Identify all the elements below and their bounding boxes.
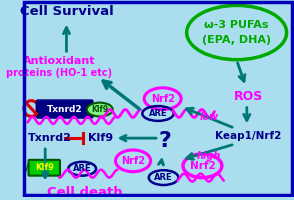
Text: ROS: ROS (234, 90, 263, 103)
Text: ?: ? (159, 131, 172, 151)
Text: Nrf2: Nrf2 (190, 161, 215, 171)
Text: Cell death: Cell death (47, 186, 123, 199)
Text: low: low (199, 112, 218, 122)
Ellipse shape (87, 103, 113, 116)
Text: Keap1/Nrf2: Keap1/Nrf2 (216, 131, 282, 141)
Text: Txnrd2: Txnrd2 (28, 133, 72, 143)
Text: Klf9: Klf9 (88, 133, 113, 143)
Text: Cell Survival: Cell Survival (20, 5, 113, 18)
Text: ARE: ARE (73, 164, 91, 173)
Text: Klf9: Klf9 (91, 105, 108, 114)
Text: Nrf2: Nrf2 (151, 94, 175, 104)
Text: ARE: ARE (154, 173, 173, 182)
Text: Txnrd2: Txnrd2 (47, 105, 82, 114)
Text: (EPA, DHA): (EPA, DHA) (202, 35, 271, 45)
Text: ω-3 PUFAs: ω-3 PUFAs (204, 20, 269, 30)
FancyBboxPatch shape (36, 100, 93, 118)
Text: ARE: ARE (149, 109, 167, 118)
Text: /: / (25, 163, 29, 173)
Text: Antioxidant: Antioxidant (23, 56, 95, 66)
Text: high: high (197, 151, 221, 161)
Text: Nrf2: Nrf2 (121, 156, 145, 166)
FancyBboxPatch shape (29, 160, 60, 176)
Text: Klf9: Klf9 (35, 163, 54, 172)
Text: proteins (HO-1 etc): proteins (HO-1 etc) (6, 68, 112, 78)
